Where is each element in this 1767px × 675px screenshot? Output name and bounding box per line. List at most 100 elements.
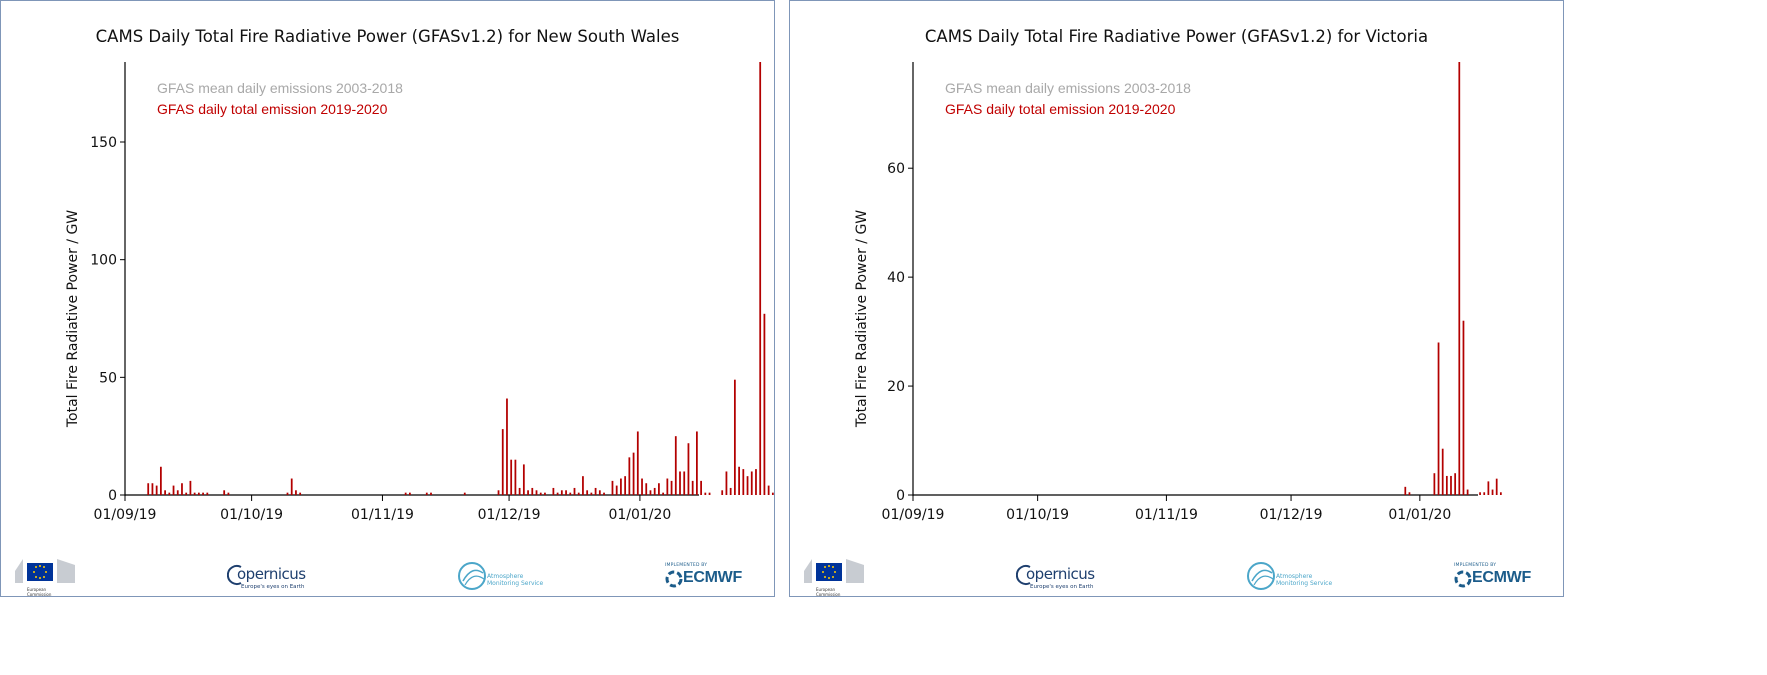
emission-bar — [560, 490, 563, 495]
emission-bar — [683, 471, 686, 495]
chart-plot-nsw: 0 50 100 150 01/09/19 01/10/19 01/11/19 01/12/1… — [65, 62, 774, 523]
emission-bar — [522, 464, 525, 495]
emission-bar — [527, 490, 529, 495]
y-axis-label: Total Fire Radiative Power / GW — [65, 210, 81, 428]
y-tick-label: 60 — [887, 161, 905, 177]
emission-bar — [497, 490, 500, 495]
emission-bar — [425, 492, 428, 495]
legend-entry: GFAS mean daily emissions 2003-2018 — [157, 80, 403, 96]
emission-bar — [628, 457, 631, 495]
emission-bar — [147, 483, 150, 495]
chart-panel-nsw: CAMS Daily Total Fire Radiative Power (G… — [0, 0, 775, 597]
emission-bar — [1495, 478, 1498, 495]
ecmwf-implemented-by: IMPLEMENTED BY — [1454, 563, 1497, 568]
footer-logos: European Commission opernicus Europe's ey… — [1, 551, 774, 597]
emission-bar — [1462, 320, 1465, 495]
copernicus-tagline: Europe's eyes on Earth — [1030, 584, 1094, 590]
emission-bar — [1450, 475, 1452, 495]
emission-bar — [155, 485, 158, 495]
emission-bar — [662, 492, 665, 495]
emission-bar — [700, 480, 702, 495]
emission-bar — [1499, 492, 1502, 495]
emission-bar — [594, 487, 597, 495]
emission-bar — [1458, 62, 1461, 495]
atmosphere-globe-icon — [458, 562, 486, 590]
emission-bar — [556, 492, 559, 495]
emission-bar — [708, 492, 711, 495]
emission-bar — [632, 452, 635, 495]
copernicus-name: opernicus — [1026, 565, 1095, 583]
x-tick-label: 01/01/20 — [1388, 507, 1451, 523]
emission-bar — [535, 490, 538, 495]
emission-bar — [670, 480, 673, 495]
chart-plot-victoria: 0 20 40 60 01/09/19 01/10/19 01/11/19 01/12/19 0… — [854, 62, 1502, 523]
atmosphere-globe-icon — [1247, 562, 1275, 590]
emission-bar — [674, 436, 677, 495]
emission-bar — [409, 492, 411, 495]
emission-bar — [767, 485, 770, 495]
cams-line2: Monitoring Service — [487, 580, 544, 587]
emission-bar — [552, 487, 555, 495]
emission-bar — [649, 490, 652, 495]
x-tick-label: 01/11/19 — [1135, 507, 1198, 523]
ecmwf-logo: IMPLEMENTED BY ECMWF — [1454, 563, 1554, 591]
x-tick-label: 01/10/19 — [220, 507, 283, 523]
emission-bar — [506, 398, 508, 495]
eu-caption-2: Commission — [816, 592, 841, 597]
emission-bar — [565, 490, 567, 495]
y-axis-label: Total Fire Radiative Power / GW — [854, 210, 870, 428]
emission-bar — [197, 492, 200, 495]
emission-bar — [463, 492, 466, 495]
emission-bar — [430, 492, 432, 495]
emission-bar — [666, 478, 669, 495]
emission-bar — [1466, 489, 1469, 495]
cams-logo: Atmosphere Monitoring Service — [457, 559, 557, 593]
emission-bar — [202, 492, 204, 495]
emission-bar — [586, 490, 589, 495]
emission-bar — [185, 492, 188, 495]
copernicus-c-icon — [227, 565, 242, 585]
emission-bar — [501, 429, 504, 495]
emission-bar — [172, 485, 175, 495]
ecmwf-name: ECMWF — [1472, 569, 1531, 586]
cams-line2: Monitoring Service — [1276, 580, 1333, 587]
y-tick-label: 40 — [887, 270, 905, 286]
emission-bar — [168, 492, 171, 495]
emission-bar — [636, 431, 639, 495]
x-tick-label: 01/12/19 — [1260, 507, 1323, 523]
emission-bar — [1441, 448, 1444, 495]
emission-bar — [645, 483, 648, 495]
emission-bar — [771, 492, 774, 495]
x-tick-label: 01/11/19 — [351, 507, 414, 523]
emission-bar — [544, 492, 546, 495]
y-tick-label: 150 — [90, 135, 117, 151]
emission-bar — [679, 471, 681, 495]
emission-bar — [164, 490, 166, 495]
ecmwf-implemented-by: IMPLEMENTED BY — [665, 563, 708, 568]
emission-bar — [290, 478, 293, 495]
emission-bar — [653, 487, 656, 495]
emission-bar — [742, 469, 745, 495]
x-tick-label: 01/09/19 — [882, 507, 945, 523]
emission-bar — [1454, 473, 1457, 495]
emission-bar — [620, 478, 622, 495]
x-tick-label: 01/09/19 — [94, 507, 157, 523]
emission-bar — [696, 431, 698, 495]
emission-bar — [159, 466, 162, 495]
emission-bar — [598, 490, 601, 495]
emission-bar — [721, 490, 724, 495]
emission-bar — [611, 480, 614, 495]
copernicus-name: opernicus — [237, 565, 306, 583]
emission-bar — [577, 492, 580, 495]
legend-entry: GFAS daily total emission 2019-2020 — [945, 101, 1176, 117]
emission-bar — [1479, 492, 1481, 495]
emission-bar — [738, 466, 740, 495]
emission-bar — [223, 490, 226, 495]
emission-bar — [176, 490, 179, 495]
emission-bar — [569, 492, 572, 495]
eu-caption-2: Commission — [27, 592, 52, 597]
ecmwf-logo: IMPLEMENTED BY ECMWF — [665, 563, 765, 591]
emission-bar — [763, 313, 766, 495]
emission-bar — [206, 492, 209, 495]
legend-entry: GFAS mean daily emissions 2003-2018 — [945, 80, 1191, 96]
